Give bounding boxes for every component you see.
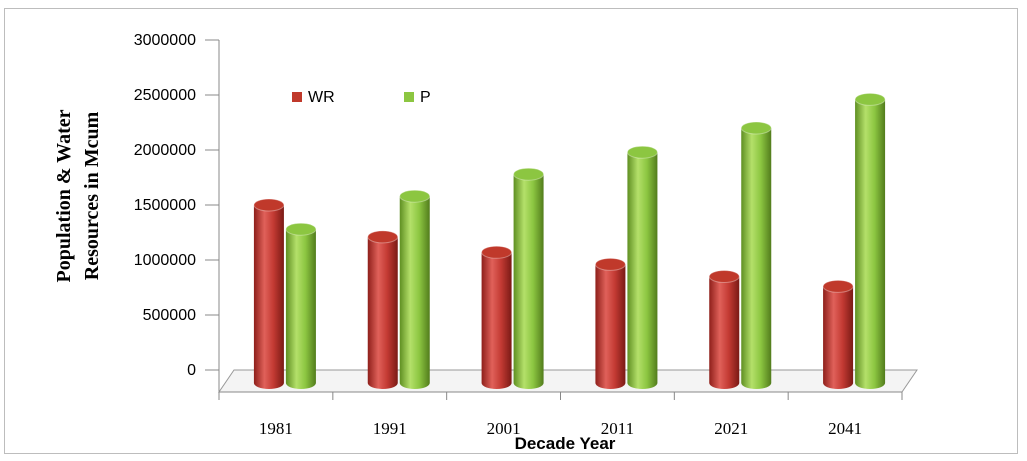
legend-swatch bbox=[292, 92, 302, 102]
legend-swatch bbox=[404, 92, 414, 102]
x-tick-label: 2041 bbox=[828, 419, 862, 438]
bar-wr bbox=[822, 279, 854, 389]
bar-body bbox=[855, 99, 886, 390]
bar-body bbox=[595, 264, 626, 389]
bar-wr bbox=[367, 230, 399, 389]
legend-label: WR bbox=[308, 89, 335, 106]
bar-p bbox=[740, 121, 772, 389]
bar-cap bbox=[399, 189, 431, 203]
y-tick-label: 1500000 bbox=[134, 197, 196, 214]
legend: WR P bbox=[292, 89, 431, 106]
y-axis-title-line-1: Population & Water bbox=[53, 109, 75, 282]
bar-p bbox=[626, 145, 658, 389]
bar-body bbox=[481, 252, 512, 389]
x-tick-label: 2001 bbox=[487, 419, 521, 438]
bar-body bbox=[399, 196, 430, 389]
bar-body bbox=[627, 152, 658, 389]
bar-cap bbox=[854, 92, 886, 106]
bar-wr bbox=[594, 257, 626, 389]
bar-p bbox=[399, 189, 431, 389]
bar-body bbox=[253, 205, 284, 389]
chart-floor bbox=[218, 369, 918, 393]
bar-wr bbox=[708, 270, 740, 389]
legend-label: P bbox=[420, 89, 431, 106]
bar-body bbox=[367, 236, 398, 389]
bar-p bbox=[854, 92, 886, 390]
x-tick-label: 2011 bbox=[601, 419, 634, 438]
bar-p bbox=[285, 222, 317, 389]
y-tick-label: 2500000 bbox=[134, 87, 196, 104]
bar-cap bbox=[513, 167, 545, 181]
bar-cap bbox=[822, 279, 854, 293]
y-tick-label: 0 bbox=[187, 362, 196, 379]
bar-cap bbox=[626, 145, 658, 159]
bar-cap bbox=[594, 257, 626, 271]
y-tick-label: 3000000 bbox=[134, 32, 196, 49]
bar-wr bbox=[481, 245, 513, 389]
bar-cap bbox=[481, 245, 513, 259]
x-axis-title: Decade Year bbox=[515, 434, 616, 453]
y-tick-labels: 0 500000 1000000 1500000 2000000 2500000 30000… bbox=[134, 32, 219, 379]
y-tick-label: 2000000 bbox=[134, 142, 196, 159]
bar-cap bbox=[253, 198, 285, 212]
bar-body bbox=[513, 174, 544, 389]
x-tick-labels: 1981 1991 2001 2011 2021 2041 bbox=[218, 392, 903, 438]
y-axis-title-line-2: Resources in Mcum bbox=[81, 111, 103, 280]
bar-cap bbox=[708, 270, 740, 283]
legend-item-p: P bbox=[404, 89, 431, 106]
x-tick-label: 1981 bbox=[259, 419, 293, 438]
bar-cap bbox=[367, 230, 399, 244]
x-tick-label: 2021 bbox=[714, 419, 748, 438]
bars bbox=[253, 92, 886, 390]
bar-cap bbox=[285, 222, 317, 236]
y-tick-label: 500000 bbox=[143, 307, 196, 324]
y-axis-title: Population & Water Resources in Mcum bbox=[53, 109, 103, 282]
bar-body bbox=[741, 128, 772, 389]
bar-wr bbox=[253, 198, 285, 389]
bar-cap bbox=[740, 121, 772, 135]
legend-item-wr: WR bbox=[292, 89, 335, 106]
bar-body bbox=[285, 229, 316, 389]
bar-p bbox=[513, 167, 545, 389]
bar-body bbox=[709, 276, 740, 389]
y-tick-label: 1000000 bbox=[134, 252, 196, 269]
bar-body bbox=[823, 286, 854, 389]
x-tick-label: 1991 bbox=[373, 419, 407, 438]
